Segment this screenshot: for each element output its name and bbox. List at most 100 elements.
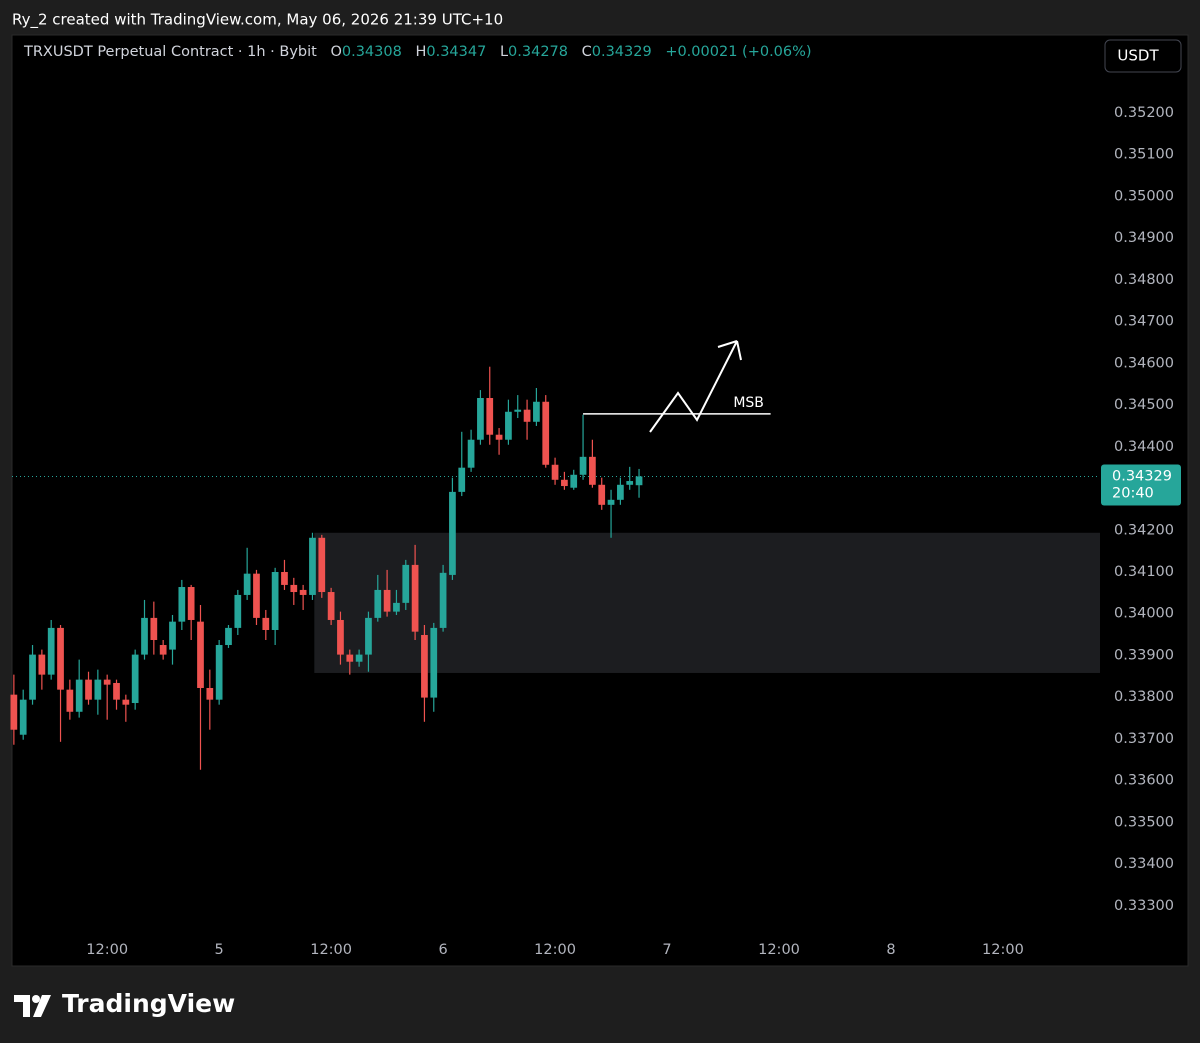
candle-body <box>169 621 176 650</box>
ohlc-label: L <box>499 44 509 60</box>
y-tick-label: 0.34100 <box>1114 564 1174 580</box>
candle-body <box>38 654 46 675</box>
created-by: Ry_2 created with TradingView.com, May 0… <box>12 11 503 30</box>
y-tick-label: 0.34000 <box>1114 606 1174 622</box>
y-tick-label: 0.35100 <box>1114 147 1174 163</box>
candle-body <box>225 627 232 646</box>
y-tick-label: 0.34500 <box>1114 397 1174 413</box>
candle-body <box>393 602 400 612</box>
candle-body <box>159 645 167 655</box>
ohlc-label: C <box>581 44 592 60</box>
candle-body <box>505 411 512 440</box>
candle-body <box>495 434 503 440</box>
candle-body <box>243 573 251 595</box>
logo-mark <box>33 995 51 1017</box>
candle-body <box>290 584 298 593</box>
candle-body <box>187 587 195 620</box>
candle-body <box>430 627 438 698</box>
ohlc-value: 0.34308 <box>341 44 402 60</box>
candle-body <box>477 398 484 440</box>
candle-body <box>299 589 307 595</box>
x-tick-label: 5 <box>215 942 224 958</box>
candle-body <box>337 619 344 655</box>
candle-body <box>551 464 559 480</box>
x-tick-label: 6 <box>438 942 447 958</box>
candle-body <box>10 694 18 730</box>
candle-body <box>439 572 447 628</box>
candle-body <box>103 679 111 685</box>
candle-body <box>75 679 83 712</box>
candle-body <box>607 499 615 505</box>
x-tick-label: 12:00 <box>86 942 128 958</box>
candle-body <box>598 484 606 505</box>
arrow-drawing <box>649 340 742 433</box>
candle-body <box>523 409 531 422</box>
candle-body <box>374 589 382 618</box>
candle-body <box>533 401 540 422</box>
candle-body <box>327 592 335 620</box>
candle-body <box>383 589 391 612</box>
candle-body <box>635 476 643 486</box>
candle-body <box>355 654 363 662</box>
candle-body <box>131 654 139 704</box>
candle-body <box>19 699 27 735</box>
currency[interactable]: USDT <box>1117 47 1159 65</box>
candle-body <box>271 571 279 630</box>
candle-body <box>94 679 102 700</box>
y-tick-label: 0.33800 <box>1114 689 1174 705</box>
msb-label: MSB <box>733 395 764 411</box>
candle-body <box>309 537 316 595</box>
candle-body <box>365 617 372 655</box>
candle-body <box>458 467 466 492</box>
ohlc-label: O <box>330 44 342 60</box>
candle-body <box>215 645 223 700</box>
candle-body <box>57 627 64 690</box>
symbol-title: TRXUSDT Perpetual Contract · 1h · Bybit <box>24 44 317 60</box>
candle-body <box>617 484 624 500</box>
y-tick-label: 0.35000 <box>1114 188 1174 204</box>
candle-body <box>29 654 36 700</box>
y-tick-label: 0.33500 <box>1114 814 1174 830</box>
x-tick-label: 12:00 <box>982 942 1024 958</box>
candle-body <box>206 687 214 700</box>
price-tag-value: 0.34329 <box>1112 468 1172 484</box>
candle-body <box>421 635 428 698</box>
candle-body <box>113 682 120 700</box>
x-tick-label: 8 <box>886 942 895 958</box>
candle-body <box>486 398 494 435</box>
candle-body <box>626 481 634 485</box>
legend: TRXUSDT Perpetual Contract · 1h · Bybit … <box>24 44 812 60</box>
candle-body <box>589 456 596 485</box>
candle-body <box>197 621 204 688</box>
ohlc-value: 0.34347 <box>426 44 487 60</box>
logo-mark <box>14 995 30 1017</box>
y-tick-label: 0.34900 <box>1114 230 1174 246</box>
candle-body <box>66 689 74 712</box>
candle-body <box>47 627 55 675</box>
x-tick-label: 12:00 <box>758 942 800 958</box>
currency-button[interactable] <box>1104 39 1182 73</box>
candle-body <box>150 617 158 641</box>
y-tick-label: 0.35200 <box>1114 105 1174 121</box>
x-tick-label: 12:00 <box>534 942 576 958</box>
candle-body <box>411 564 419 632</box>
y-tick-label: 0.33300 <box>1114 898 1174 914</box>
y-tick-label: 0.34600 <box>1114 355 1174 371</box>
candle-body <box>570 474 578 488</box>
y-tick-label: 0.33700 <box>1114 731 1174 747</box>
change: +0.00021 (+0.06%) <box>665 44 812 60</box>
y-tick-label: 0.34400 <box>1114 439 1174 455</box>
ohlc-value: 0.34278 <box>508 44 568 60</box>
y-tick-label: 0.34800 <box>1114 272 1174 288</box>
y-tick-label: 0.33400 <box>1114 856 1174 872</box>
candle-body <box>85 679 92 700</box>
candle-body <box>402 564 410 603</box>
candle-body <box>262 617 270 630</box>
ohlc-value: 0.34329 <box>591 44 652 60</box>
candle-body <box>542 401 550 465</box>
y-tick-label: 0.34700 <box>1114 314 1174 330</box>
x-tick-label: 12:00 <box>310 942 352 958</box>
brand: TradingView <box>62 989 235 1018</box>
